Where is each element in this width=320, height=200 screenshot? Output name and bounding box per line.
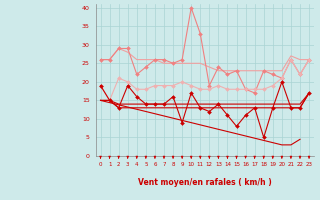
X-axis label: Vent moyen/en rafales ( km/h ): Vent moyen/en rafales ( km/h ) xyxy=(138,178,272,187)
